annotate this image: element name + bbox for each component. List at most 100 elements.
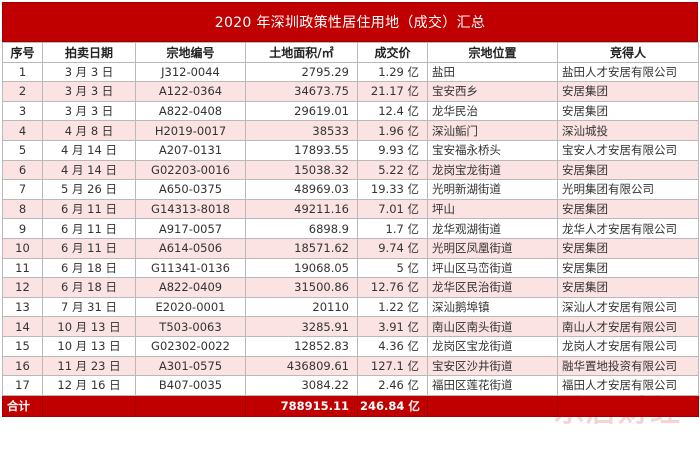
- cell-index: 16: [2, 355, 43, 377]
- cell-date: 6 月 11 日: [42, 198, 136, 220]
- total-row: 合计 788915.11 246.84 亿: [2, 394, 699, 417]
- cell-winner: 深汕城投: [557, 120, 699, 141]
- table-title: 2020 年深圳政策性居住用地（成交）汇总: [2, 2, 698, 42]
- cell-date: 11 月 23 日: [42, 355, 136, 377]
- cell-area: 6898.9: [245, 218, 358, 239]
- cell-price: 7.01 亿: [357, 198, 428, 220]
- cell-price: 2.46 亿: [357, 375, 428, 396]
- cell-price: 9.93 亿: [357, 139, 428, 161]
- cell-location: 宝安西乡: [427, 81, 558, 102]
- cell-winner: 盐田人才安居有限公司: [557, 61, 699, 83]
- cell-parcel-id: H2019-0017: [135, 120, 246, 141]
- cell-parcel-id: B407-0035: [135, 375, 246, 396]
- cell-location: 龙华区民治街道: [427, 277, 558, 298]
- cell-date: 6 月 18 日: [42, 277, 136, 298]
- table-row: 17 12 月 16 日 B407-0035 3084.22 2.46 亿福田区莲花街道…: [2, 375, 699, 396]
- cell-area: 48969.03: [245, 179, 358, 200]
- cell-parcel-id: G11341-0136: [135, 257, 246, 279]
- cell-winner: 南山人才安居有限公司: [557, 316, 699, 337]
- cell-location: 坪山区马峦街道: [427, 257, 558, 279]
- cell-winner: 深汕人才安居有限公司: [557, 296, 699, 318]
- cell-parcel-id: A822-0408: [135, 100, 246, 122]
- cell-price: 5 亿: [357, 257, 428, 279]
- cell-location: 龙岗区宝龙街道: [427, 335, 558, 357]
- cell-date: 10 月 13 日: [42, 335, 136, 357]
- cell-price: 4.36 亿: [357, 335, 428, 357]
- cell-index: 10: [2, 237, 43, 259]
- table-row: 12 6 月 18 日 A822-0409 31500.86 12.76 亿龙华区民治街…: [2, 277, 699, 298]
- cell-price: 19.33 亿: [357, 179, 428, 200]
- cell-winner: 安居集团: [557, 277, 699, 298]
- total-empty-cell: [135, 394, 246, 417]
- cell-area: 15038.32: [245, 159, 358, 181]
- cell-date: 6 月 18 日: [42, 257, 136, 279]
- cell-price: 21.17 亿: [357, 81, 428, 102]
- cell-winner: 福田人才安居有限公司: [557, 375, 699, 396]
- cell-parcel-id: G02203-0016: [135, 159, 246, 181]
- table-row: 13 7 月 31 日 E2020-0001 20110 1.22 亿深汕鹅埠镇 深汕人才…: [2, 296, 699, 318]
- cell-date: 12 月 16 日: [42, 375, 136, 396]
- cell-area: 3084.22: [245, 375, 358, 396]
- cell-area: 12852.83: [245, 335, 358, 357]
- cell-location: 宝安区沙井街道: [427, 355, 558, 377]
- cell-location: 宝安福永桥头: [427, 139, 558, 161]
- cell-parcel-id: A207-0131: [135, 139, 246, 161]
- cell-index: 11: [2, 257, 43, 279]
- total-empty-cell: [427, 394, 558, 417]
- col-header-index: 序号: [2, 42, 43, 63]
- cell-area: 20110: [245, 296, 358, 318]
- cell-area: 38533: [245, 120, 358, 141]
- cell-area: 34673.75: [245, 81, 358, 102]
- cell-location: 南山区南头街道: [427, 316, 558, 337]
- cell-area: 31500.86: [245, 277, 358, 298]
- cell-date: 3 月 3 日: [42, 61, 136, 83]
- cell-parcel-id: A122-0364: [135, 81, 246, 102]
- cell-winner: 宝安人才安居有限公司: [557, 139, 699, 161]
- cell-winner: 光明集团有限公司: [557, 179, 699, 200]
- cell-price: 1.22 亿: [357, 296, 428, 318]
- col-header-location: 宗地位置: [427, 42, 558, 63]
- cell-parcel-id: A650-0375: [135, 179, 246, 200]
- cell-area: 29619.01: [245, 100, 358, 122]
- cell-area: 49211.16: [245, 198, 358, 220]
- cell-winner: 融华置地投资有限公司: [557, 355, 699, 377]
- cell-date: 5 月 26 日: [42, 179, 136, 200]
- cell-date: 3 月 3 日: [42, 81, 136, 102]
- cell-parcel-id: J312-0044: [135, 61, 246, 83]
- total-price: 246.84 亿: [357, 394, 428, 417]
- cell-area: 19068.05: [245, 257, 358, 279]
- cell-price: 127.1 亿: [357, 355, 428, 377]
- cell-parcel-id: E2020-0001: [135, 296, 246, 318]
- cell-date: 4 月 8 日: [42, 120, 136, 141]
- cell-date: 10 月 13 日: [42, 316, 136, 337]
- cell-index: 4: [2, 120, 43, 141]
- land-summary-sheet: 2020 年深圳政策性居住用地（成交）汇总 序号 拍卖日期 宗地编号 土地面积/…: [2, 2, 699, 417]
- table-row: 16 11 月 23 日 A301-0575 436809.61 127.1 亿宝安区沙…: [2, 355, 699, 377]
- cell-winner: 龙华人才安居有限公司: [557, 218, 699, 239]
- cell-index: 14: [2, 316, 43, 337]
- cell-parcel-id: A917-0057: [135, 218, 246, 239]
- cell-location: 光明区凤凰街道: [427, 237, 558, 259]
- col-header-winner: 竞得人: [557, 42, 699, 63]
- cell-index: 6: [2, 159, 43, 181]
- cell-location: 坪山: [427, 198, 558, 220]
- cell-index: 17: [2, 375, 43, 396]
- total-empty-cell: [557, 394, 699, 417]
- table-row: 10 6 月 11 日 A614-0506 18571.62 9.74 亿光明区凤凰街道…: [2, 237, 699, 259]
- cell-date: 3 月 3 日: [42, 100, 136, 122]
- cell-location: 福田区莲花街道: [427, 375, 558, 396]
- cell-location: 龙岗宝龙街道: [427, 159, 558, 181]
- cell-winner: 安居集团: [557, 198, 699, 220]
- col-header-parcel-id: 宗地编号: [135, 42, 246, 63]
- cell-winner: 安居集团: [557, 237, 699, 259]
- cell-index: 2: [2, 81, 43, 102]
